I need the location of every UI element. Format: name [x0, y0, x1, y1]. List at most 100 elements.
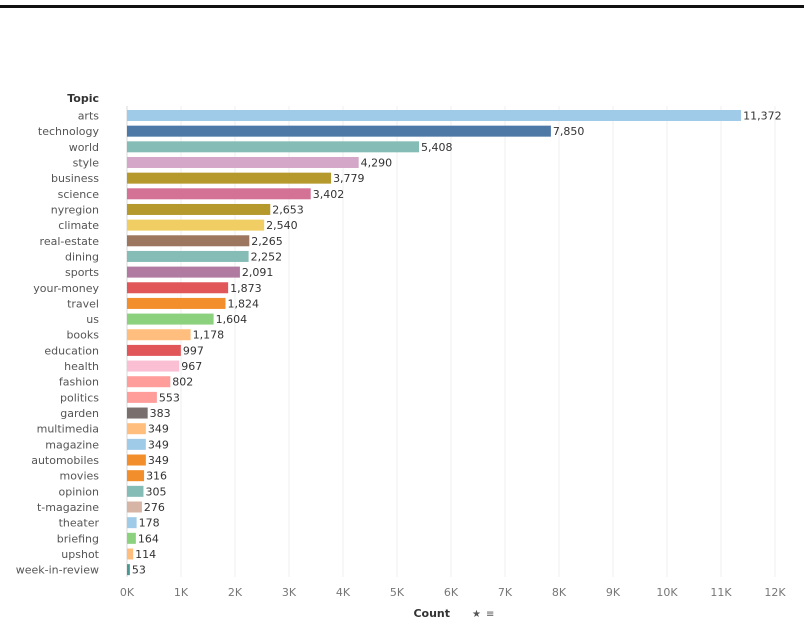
category-label: upshot: [61, 548, 99, 561]
value-label: 2,252: [251, 250, 283, 263]
category-label: science: [58, 188, 100, 201]
bar[interactable]: [127, 266, 240, 278]
bar[interactable]: [127, 313, 214, 325]
x-tick-label: 12K: [764, 586, 786, 599]
bar[interactable]: [127, 438, 146, 450]
dimension-header: Topic: [67, 92, 99, 105]
value-label: 349: [148, 454, 169, 467]
value-label: 164: [138, 532, 159, 545]
bar[interactable]: [127, 188, 311, 200]
category-label: nyregion: [51, 203, 99, 216]
x-tick-label: 7K: [498, 586, 513, 599]
category-label: style: [73, 156, 100, 169]
value-label: 349: [148, 438, 169, 451]
x-tick-label: 10K: [656, 586, 678, 599]
bar[interactable]: [127, 250, 249, 262]
value-label: 11,372: [743, 110, 782, 123]
bar[interactable]: [127, 141, 420, 153]
value-label: 276: [144, 501, 165, 514]
category-label: business: [51, 172, 99, 185]
category-label: politics: [60, 391, 99, 404]
x-tick-label: 2K: [228, 586, 243, 599]
bar[interactable]: [127, 470, 145, 482]
bar[interactable]: [127, 172, 332, 184]
value-label: 2,540: [266, 219, 298, 232]
bar[interactable]: [127, 156, 359, 168]
category-label: your-money: [33, 282, 99, 295]
bar[interactable]: [127, 329, 191, 341]
bar[interactable]: [127, 282, 229, 294]
top-border: [0, 5, 804, 8]
value-label: 2,091: [242, 266, 274, 279]
bar[interactable]: [127, 376, 171, 388]
value-label: 1,178: [193, 329, 225, 342]
value-label: 4,290: [361, 156, 393, 169]
value-label: 349: [148, 423, 169, 436]
category-label: books: [66, 329, 99, 342]
value-label: 316: [146, 470, 167, 483]
value-label: 114: [135, 548, 156, 561]
x-tick-label: 9K: [606, 586, 621, 599]
bar[interactable]: [127, 548, 134, 560]
value-label: 7,850: [553, 125, 585, 138]
category-label: world: [69, 141, 99, 154]
category-label: opinion: [59, 485, 100, 498]
category-label: week-in-review: [16, 564, 99, 577]
bar[interactable]: [127, 391, 157, 403]
category-label: health: [64, 360, 99, 373]
value-label: 967: [181, 360, 202, 373]
value-label: 2,653: [272, 203, 304, 216]
bar[interactable]: [127, 501, 142, 513]
bar[interactable]: [127, 564, 130, 576]
category-label: real-estate: [40, 235, 100, 248]
value-label: 2,265: [251, 235, 283, 248]
category-label: theater: [59, 517, 100, 530]
value-label: 1,824: [227, 297, 259, 310]
category-label: education: [44, 344, 99, 357]
bar[interactable]: [127, 344, 181, 356]
bar[interactable]: [127, 517, 137, 529]
category-label: technology: [38, 125, 100, 138]
bar[interactable]: [127, 407, 148, 419]
bar[interactable]: [127, 360, 180, 372]
value-label: 997: [183, 344, 204, 357]
bar[interactable]: [127, 454, 146, 466]
bar[interactable]: [127, 423, 146, 435]
value-label: 802: [172, 376, 193, 389]
category-label: t-magazine: [37, 501, 99, 514]
x-tick-label: 8K: [552, 586, 567, 599]
bar[interactable]: [127, 297, 226, 309]
x-tick-label: 3K: [282, 586, 297, 599]
value-label: 383: [150, 407, 171, 420]
bar[interactable]: [127, 125, 551, 137]
value-label: 3,779: [333, 172, 365, 185]
value-label: 1,873: [230, 282, 262, 295]
x-tick-label: 5K: [390, 586, 405, 599]
value-label: 53: [132, 564, 146, 577]
category-label: multimedia: [37, 423, 99, 436]
bar[interactable]: [127, 532, 136, 544]
value-label: 305: [145, 485, 166, 498]
pin-icon[interactable]: ★: [472, 609, 481, 620]
category-label: us: [86, 313, 99, 326]
bar[interactable]: [127, 219, 265, 231]
x-tick-label: 0K: [120, 586, 135, 599]
sort-icon[interactable]: ≡: [486, 609, 494, 620]
category-label: dining: [65, 250, 99, 263]
category-label: movies: [59, 470, 99, 483]
category-label: arts: [78, 110, 100, 123]
category-label: garden: [60, 407, 99, 420]
value-label: 1,604: [216, 313, 248, 326]
x-tick-label: 4K: [336, 586, 351, 599]
x-tick-label: 11K: [710, 586, 732, 599]
category-label: climate: [58, 219, 99, 232]
bar[interactable]: [127, 110, 742, 121]
bar[interactable]: [127, 485, 144, 497]
bar[interactable]: [127, 203, 271, 215]
category-label: travel: [67, 297, 99, 310]
bar[interactable]: [127, 235, 250, 247]
x-tick-label: 1K: [174, 586, 189, 599]
value-label: 553: [159, 391, 180, 404]
value-label: 178: [139, 517, 160, 530]
